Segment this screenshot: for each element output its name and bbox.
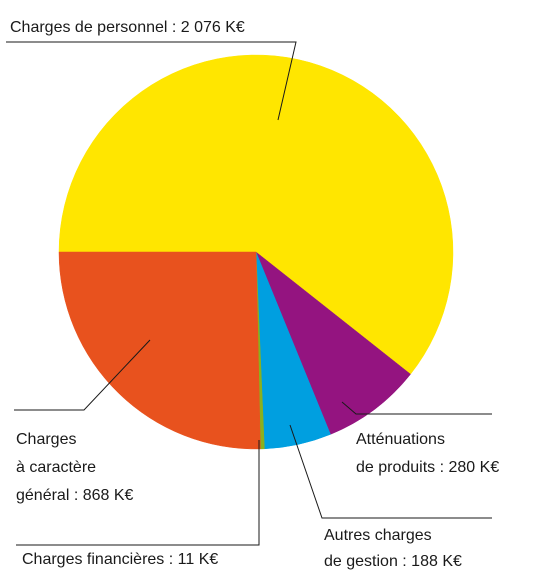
slice-label: Atténuations bbox=[356, 431, 445, 448]
leader-line bbox=[14, 339, 151, 411]
slice-label: Charges de personnel : 2 076 K€ bbox=[10, 19, 245, 36]
leader-line bbox=[289, 424, 492, 519]
slice-label: Autres charges bbox=[324, 527, 432, 544]
leader-line bbox=[16, 440, 260, 546]
leader-line bbox=[6, 41, 297, 121]
pie-slice bbox=[58, 251, 261, 450]
slice-label: général : 868 K€ bbox=[16, 487, 134, 504]
slice-label: Charges bbox=[16, 431, 76, 448]
pie-slice bbox=[58, 54, 454, 375]
slice-label: Charges financières : 11 K€ bbox=[22, 551, 218, 568]
leader-line bbox=[341, 401, 492, 415]
slice-label: de gestion : 188 K€ bbox=[324, 553, 462, 570]
pie-slice bbox=[255, 251, 411, 435]
slice-label: à caractère bbox=[16, 459, 96, 476]
slice-label: de produits : 280 K€ bbox=[356, 459, 499, 476]
